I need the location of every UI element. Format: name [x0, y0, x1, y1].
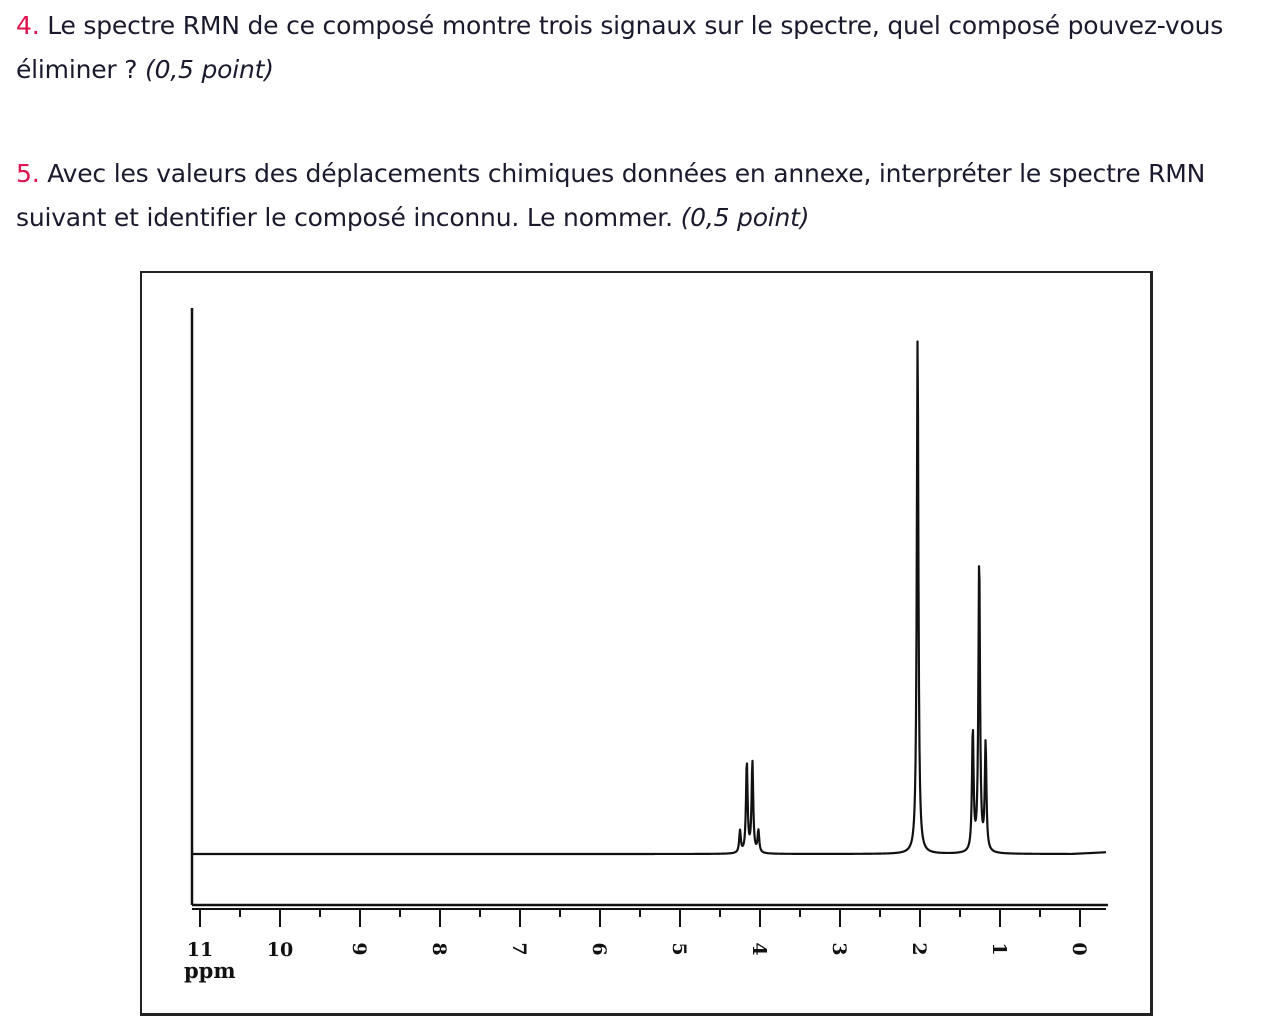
question-5: 5. Avec les valeurs des déplacements chi… [16, 152, 1272, 240]
question-5-points: (0,5 point) [680, 203, 810, 232]
x-tick-label: 6 [588, 942, 610, 955]
x-tick-label: 11 [187, 939, 213, 961]
question-4-number: 4. [16, 11, 40, 40]
x-tick-label: 2 [908, 942, 930, 955]
question-4-points: (0,5 point) [145, 55, 274, 84]
x-tick-label: 4 [748, 942, 770, 955]
question-4: 4. Le spectre RMN de ce composé montre t… [16, 4, 1272, 92]
x-tick-label: 1 [988, 942, 1010, 955]
x-tick-label: 9 [348, 942, 370, 955]
x-axis-unit-label: ppm [184, 958, 236, 983]
question-4-text: Le spectre RMN de ce composé montre troi… [16, 11, 1224, 84]
question-5-text: Avec les valeurs des déplacements chimiq… [16, 159, 1206, 232]
nmr-spectrum-figure: 11 10 9 8 7 6 5 4 3 2 1 0 ppm [140, 271, 1153, 1016]
x-tick-label: 0 [1068, 942, 1090, 955]
nmr-spectrum-chart: 11 10 9 8 7 6 5 4 3 2 1 0 ppm [184, 308, 1108, 983]
x-tick-label: 7 [508, 942, 530, 955]
x-axis-ticks: 11 10 9 8 7 6 5 4 3 2 1 0 [187, 908, 1106, 961]
x-tick-label: 5 [668, 942, 690, 955]
x-tick-label: 3 [828, 942, 850, 955]
spectrum-trace [192, 340, 1107, 856]
x-tick-label: 8 [428, 942, 450, 955]
question-5-number: 5. [16, 159, 40, 188]
x-tick-label: 10 [267, 939, 293, 961]
